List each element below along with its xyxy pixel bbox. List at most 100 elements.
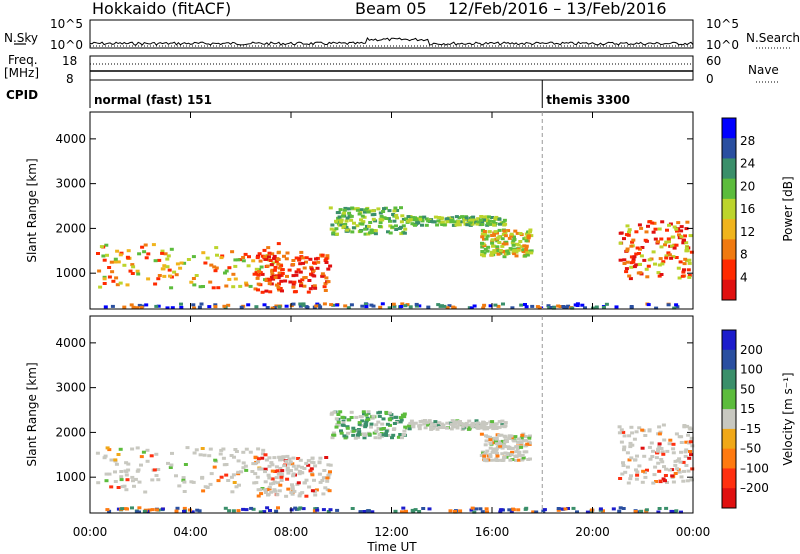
data-cell: [257, 252, 262, 256]
data-cell: [551, 306, 556, 310]
data-cell: [655, 451, 660, 455]
power-y-axis-title: Slant Range [km]: [25, 158, 39, 262]
data-cell: [336, 413, 341, 416]
data-cell: [689, 453, 693, 457]
data-cell: [202, 453, 207, 457]
data-cell: [119, 478, 124, 482]
power-colorbar-title: Power [dB]: [781, 176, 795, 241]
data-cell: [575, 302, 580, 306]
data-cell: [504, 242, 509, 246]
data-cell: [483, 443, 488, 447]
data-cell: [618, 231, 623, 235]
data-cell: [288, 280, 293, 284]
colorbar-swatch: [722, 158, 736, 180]
data-cell: [270, 306, 275, 310]
data-cell: [423, 426, 428, 430]
data-cell: [156, 478, 161, 482]
data-cell: [456, 220, 461, 223]
data-cell: [109, 485, 114, 489]
data-cell: [264, 458, 269, 462]
colorbar-tick-label: 4: [740, 270, 748, 284]
data-cell: [122, 305, 127, 309]
data-cell: [656, 510, 661, 514]
data-cell: [320, 274, 325, 278]
data-cell: [321, 476, 326, 480]
data-cell: [421, 507, 426, 510]
data-cell: [170, 451, 174, 455]
data-cell: [118, 253, 123, 257]
data-cell: [671, 255, 676, 259]
data-cell: [107, 509, 112, 513]
colorbar-frame: [721, 117, 737, 301]
data-cell: [517, 458, 522, 462]
data-cell: [519, 245, 524, 249]
y-tick-label: 4000: [55, 132, 86, 146]
data-cell: [683, 454, 688, 458]
data-cell: [421, 419, 426, 423]
data-cell: [490, 241, 495, 245]
data-cell: [341, 421, 346, 425]
data-cell: [647, 429, 652, 433]
data-cell: [505, 249, 510, 253]
data-cell: [236, 470, 241, 474]
data-cell: [351, 433, 356, 437]
data-cell: [201, 489, 206, 493]
data-cell: [381, 210, 386, 213]
data-cell: [509, 232, 514, 236]
data-cell: [157, 258, 162, 262]
data-cell: [273, 265, 278, 269]
data-cell: [671, 442, 676, 446]
data-cell: [124, 473, 129, 477]
data-cell: [618, 241, 623, 245]
data-cell: [156, 277, 161, 281]
data-cell: [415, 220, 420, 224]
data-cell: [427, 507, 432, 511]
data-cell: [304, 478, 309, 482]
data-cell: [310, 473, 315, 477]
data-cell: [621, 430, 626, 434]
data-cell: [322, 469, 327, 472]
data-cell: [638, 247, 642, 251]
data-cell: [208, 447, 213, 451]
data-cell: [253, 472, 258, 476]
data-cell: [632, 437, 637, 441]
data-cell: [358, 510, 363, 514]
data-cell: [395, 216, 399, 220]
data-cell: [690, 478, 694, 482]
data-cell: [263, 480, 268, 484]
data-cell: [257, 467, 262, 471]
data-cell: [271, 277, 276, 281]
data-cell: [126, 249, 131, 253]
data-cell: [349, 214, 354, 218]
data-cell: [376, 207, 381, 211]
data-cell: [98, 285, 103, 289]
data-cell: [566, 507, 570, 510]
data-cell: [135, 469, 140, 473]
data-cell: [490, 216, 494, 219]
data-cell: [479, 432, 484, 436]
data-cell: [675, 229, 679, 233]
data-cell: [519, 440, 524, 444]
data-cell: [500, 452, 505, 456]
data-cell: [406, 215, 411, 219]
data-cell: [470, 425, 475, 429]
data-cell: [644, 230, 649, 234]
data-cell: [334, 227, 339, 231]
data-cell: [212, 265, 217, 269]
data-cell: [391, 302, 396, 306]
data-cell: [680, 274, 685, 278]
data-cell: [128, 269, 133, 273]
data-cell: [625, 247, 630, 251]
data-cell: [497, 235, 502, 239]
data-cell: [404, 509, 408, 513]
data-cell: [239, 305, 244, 309]
data-cell: [661, 452, 666, 456]
data-cell: [169, 247, 174, 251]
data-cell: [218, 452, 223, 456]
data-cell: [503, 234, 508, 238]
data-cell: [496, 249, 501, 252]
data-cell: [462, 218, 467, 221]
data-cell: [516, 508, 521, 512]
data-cell: [160, 249, 165, 253]
data-cell: [399, 206, 403, 210]
